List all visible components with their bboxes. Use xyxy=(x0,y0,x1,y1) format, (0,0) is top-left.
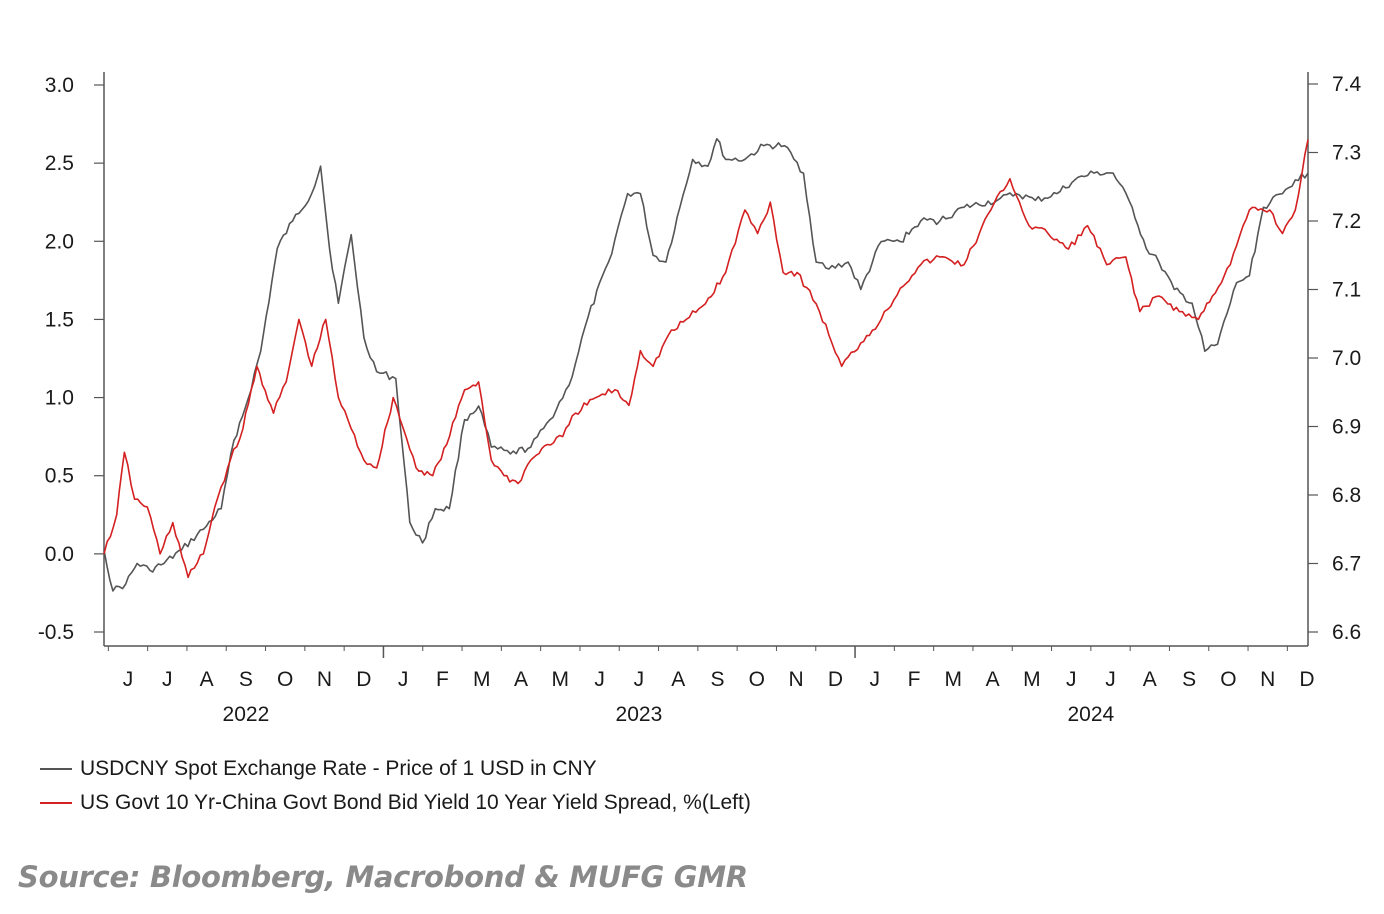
x-month-label: A xyxy=(200,668,214,691)
x-month-label: F xyxy=(436,668,449,691)
x-month-label: D xyxy=(356,668,371,691)
y-left-tick-label: 0.5 xyxy=(45,465,74,488)
legend-swatch-usdcny xyxy=(40,768,72,770)
y-left-tick-label: 2.5 xyxy=(45,152,74,175)
x-month-label: J xyxy=(594,668,605,691)
x-month-label: A xyxy=(1143,668,1157,691)
y-left-tick-label: 2.0 xyxy=(45,230,74,253)
x-month-label: S xyxy=(1182,668,1196,691)
y-right-tick-label: 6.8 xyxy=(1332,484,1361,507)
chart-ticks: 3.0 2.5 2.0 1.5 1.0 0.5 0.0 -0.5 7.4 7.3 7.2 7.1 7.0… xyxy=(38,73,1362,726)
chart-series xyxy=(103,138,1309,592)
x-month-label: A xyxy=(671,668,685,691)
chart-legend: USDCNY Spot Exchange Rate - Price of 1 U… xyxy=(40,752,751,820)
y-right-tick-label: 7.1 xyxy=(1332,279,1361,302)
y-left-tick-label: -0.5 xyxy=(38,621,74,644)
x-month-label: N xyxy=(789,668,804,691)
x-month-label: A xyxy=(986,668,1000,691)
y-right-tick-label: 7.2 xyxy=(1332,210,1361,233)
x-month-label: J xyxy=(869,668,880,691)
legend-swatch-yield-spread xyxy=(40,802,72,804)
y-left-tick-label: 3.0 xyxy=(45,74,74,97)
series-line-yield-spread xyxy=(103,139,1309,579)
x-month-label: J xyxy=(398,668,409,691)
legend-item-usdcny: USDCNY Spot Exchange Rate - Price of 1 U… xyxy=(40,752,751,786)
y-right-tick-label: 7.4 xyxy=(1332,73,1362,96)
y-right-tick-label: 6.6 xyxy=(1332,621,1361,644)
x-month-label: M xyxy=(1023,668,1041,691)
x-month-label: O xyxy=(749,668,765,691)
x-year-label: 2022 xyxy=(223,703,270,726)
source-note: Source: Bloomberg, Macrobond & MUFG GMR xyxy=(18,860,748,894)
x-month-label: M xyxy=(552,668,570,691)
x-month-label: D xyxy=(1299,668,1314,691)
x-month-label: O xyxy=(1220,668,1236,691)
chart-axes xyxy=(103,72,1309,647)
x-month-label: S xyxy=(710,668,724,691)
x-month-label: N xyxy=(317,668,332,691)
y-right-tick-label: 6.7 xyxy=(1332,553,1361,576)
legend-label-yield-spread: US Govt 10 Yr-China Govt Bond Bid Yield … xyxy=(80,791,751,814)
legend-item-yield-spread: US Govt 10 Yr-China Govt Bond Bid Yield … xyxy=(40,786,751,820)
x-month-label: J xyxy=(162,668,173,691)
x-year-label: 2023 xyxy=(616,703,663,726)
y-right-tick-label: 7.0 xyxy=(1332,347,1361,370)
x-month-label: N xyxy=(1260,668,1275,691)
legend-label-usdcny: USDCNY Spot Exchange Rate - Price of 1 U… xyxy=(80,757,597,780)
y-right-tick-label: 6.9 xyxy=(1332,416,1361,439)
x-month-label: J xyxy=(1066,668,1077,691)
x-month-label: M xyxy=(945,668,963,691)
x-month-label: S xyxy=(239,668,253,691)
x-month-label: J xyxy=(634,668,645,691)
x-month-label: M xyxy=(473,668,491,691)
x-month-label: A xyxy=(514,668,528,691)
y-left-tick-label: 0.0 xyxy=(45,543,74,566)
series-line-usdcny xyxy=(103,138,1309,592)
x-month-label: O xyxy=(277,668,293,691)
x-month-label: J xyxy=(123,668,134,691)
x-month-label: D xyxy=(828,668,843,691)
x-year-label: 2024 xyxy=(1067,703,1114,726)
y-right-tick-label: 7.3 xyxy=(1332,142,1361,165)
y-left-tick-label: 1.5 xyxy=(45,308,74,331)
x-month-label: J xyxy=(1105,668,1116,691)
y-left-tick-label: 1.0 xyxy=(45,387,74,410)
x-month-label: F xyxy=(908,668,921,691)
